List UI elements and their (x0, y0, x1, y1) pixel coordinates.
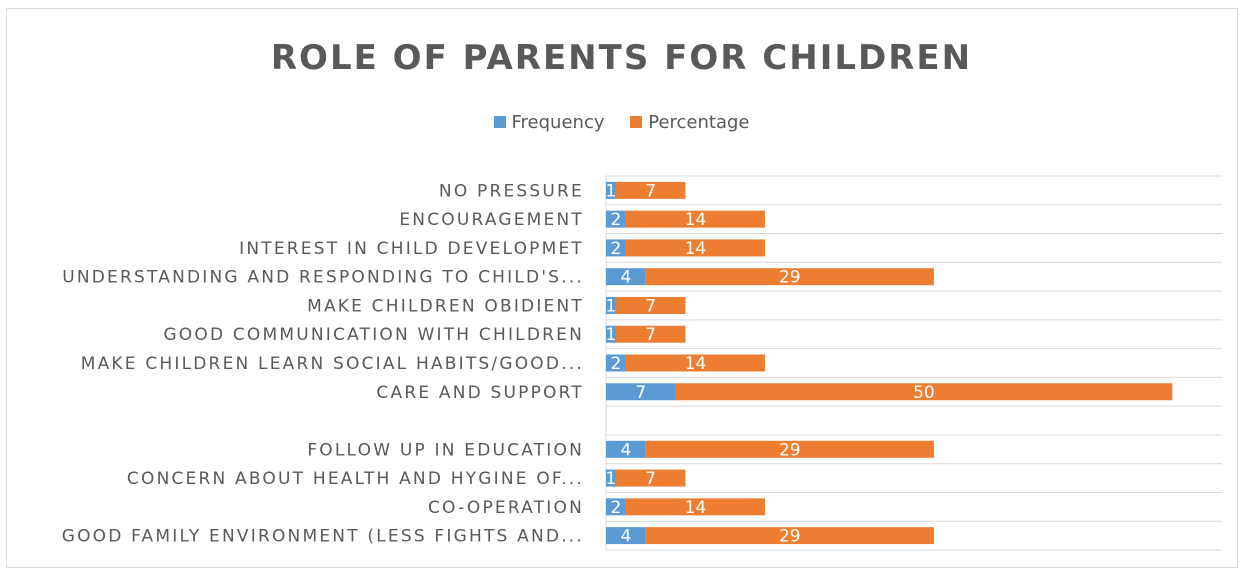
data-label-frequency: 2 (611, 498, 622, 518)
data-label-percentage: 29 (779, 440, 801, 460)
bar-percentage (615, 469, 686, 487)
bar-percentage (645, 527, 934, 545)
data-label-frequency: 1 (606, 296, 617, 316)
bar-percentage (645, 440, 934, 458)
data-label-percentage: 7 (645, 181, 656, 201)
legend-label-percentage: Percentage (648, 112, 750, 133)
bar-frequency (606, 527, 646, 545)
data-label-percentage: 14 (685, 239, 707, 259)
data-label-frequency: 4 (620, 268, 631, 288)
category-label: GOOD FAMILY ENVIRONMENT (LESS FIGHTS AND… (62, 527, 584, 547)
data-label-percentage: 7 (645, 469, 656, 489)
bar-percentage (625, 498, 765, 516)
bar-frequency (606, 354, 626, 372)
category-label: INTEREST IN CHILD DEVELOPMET (239, 239, 584, 259)
bar-percentage (615, 325, 686, 343)
data-label-frequency: 2 (611, 239, 622, 259)
category-label: MAKE CHILDREN LEARN SOCIAL HABITS/GOOD..… (81, 354, 584, 374)
category-label: FOLLOW UP IN EDUCATION (307, 440, 584, 460)
data-label-percentage: 14 (685, 354, 707, 374)
bar-frequency (606, 210, 626, 228)
chart-title: ROLE OF PARENTS FOR CHILDREN (270, 38, 973, 78)
bar-frequency (606, 239, 626, 257)
bar-frequency (606, 469, 616, 487)
bar-percentage (625, 354, 765, 372)
bar-percentage (625, 239, 765, 257)
category-label: GOOD COMMUNICATION WITH CHILDREN (163, 325, 584, 345)
category-label: MAKE CHILDREN OBIDIENT (307, 296, 584, 316)
bar-frequency (606, 181, 616, 199)
bar-percentage (615, 181, 686, 199)
bar-frequency (606, 440, 646, 458)
legend-swatch-frequency (493, 116, 506, 128)
data-label-percentage: 29 (779, 268, 801, 288)
category-label: NO PRESSURE (439, 181, 584, 201)
data-label-percentage: 50 (913, 383, 935, 403)
category-label: UNDERSTANDING AND RESPONDING TO CHILD'S.… (62, 268, 584, 288)
legend-item-frequency: Frequency (493, 112, 605, 133)
bar-percentage (675, 383, 1173, 401)
data-label-frequency: 4 (620, 440, 631, 460)
category-label: ENCOURAGEMENT (399, 210, 584, 230)
bar-percentage (645, 268, 934, 286)
data-label-percentage: 7 (645, 325, 656, 345)
legend-swatch-percentage (630, 116, 643, 128)
bar-frequency (606, 498, 626, 516)
data-label-percentage: 14 (685, 498, 707, 518)
chart-legend: Frequency Percentage (0, 112, 1243, 133)
category-label: CONCERN ABOUT HEALTH AND HYGINE OF... (127, 469, 584, 489)
data-label-frequency: 2 (611, 354, 622, 374)
bar-percentage (625, 210, 765, 228)
legend-item-percentage: Percentage (630, 112, 750, 133)
data-label-frequency: 4 (620, 527, 631, 547)
data-label-percentage: 14 (685, 210, 707, 230)
bar-percentage (615, 296, 686, 314)
data-label-frequency: 1 (606, 469, 617, 489)
data-label-frequency: 1 (606, 181, 617, 201)
legend-label-frequency: Frequency (511, 112, 605, 133)
category-label: CARE AND SUPPORT (376, 383, 584, 403)
bar-frequency (606, 325, 616, 343)
data-label-frequency: 1 (606, 325, 617, 345)
bar-frequency (606, 383, 676, 401)
bar-frequency (606, 268, 646, 286)
data-label-frequency: 7 (635, 383, 646, 403)
data-label-percentage: 7 (645, 296, 656, 316)
data-label-frequency: 2 (611, 210, 622, 230)
data-label-percentage: 29 (779, 527, 801, 547)
bar-frequency (606, 296, 616, 314)
category-label: CO-OPERATION (428, 498, 584, 518)
